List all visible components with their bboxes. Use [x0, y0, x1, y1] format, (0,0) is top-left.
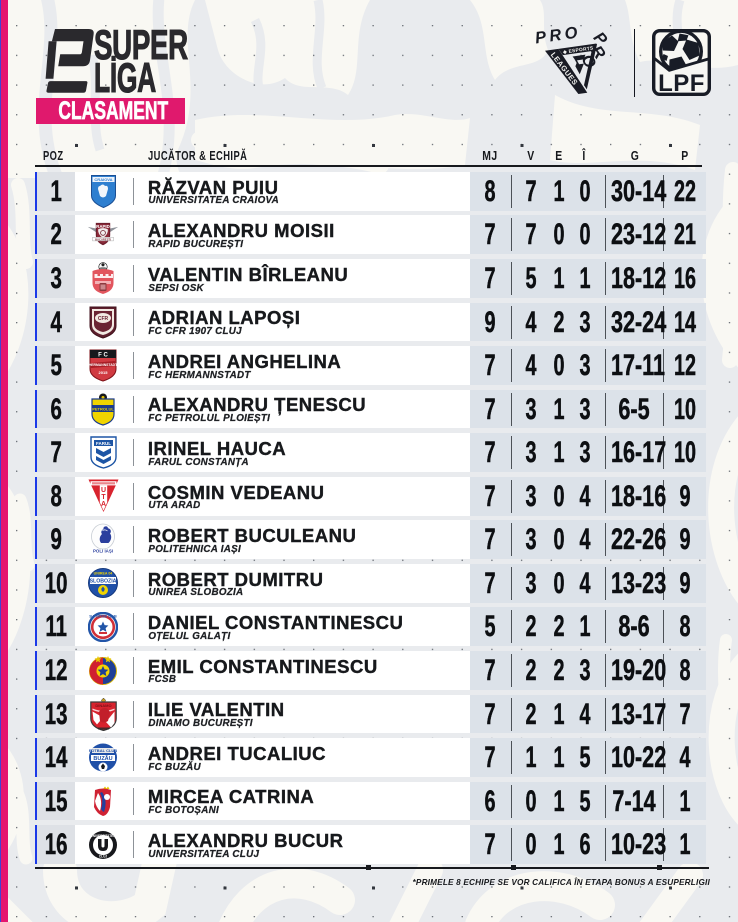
svg-text:2015: 2015 — [99, 370, 109, 375]
svg-text:PETROLUL: PETROLUL — [92, 406, 114, 411]
svg-text:DINAMO: DINAMO — [95, 703, 111, 708]
svg-text:LPF: LPF — [658, 70, 705, 96]
svg-text:F C: F C — [98, 353, 108, 359]
svg-text:CFR: CFR — [98, 316, 109, 322]
svg-text:U: U — [100, 487, 105, 494]
svg-text:UNIREA 04: UNIREA 04 — [94, 572, 113, 576]
svg-text:◆ ESPORTS: ◆ ESPORTS — [562, 45, 595, 55]
svg-text:HERMANNSTADT: HERMANNSTADT — [89, 363, 117, 367]
svg-text:T: T — [101, 494, 106, 501]
svg-text:FARUL: FARUL — [96, 441, 111, 446]
svg-text:BUCUREȘTI: BUCUREȘTI — [95, 238, 111, 242]
svg-text:A: A — [100, 501, 105, 508]
svg-text:CRAIOVA: CRAIOVA — [94, 177, 112, 182]
svg-text:CLUJ: CLUJ — [99, 854, 108, 858]
svg-text:RAPID: RAPID — [96, 224, 110, 229]
svg-text:BUZĂU: BUZĂU — [93, 755, 112, 762]
svg-text:LEAGUES: LEAGUES — [549, 50, 580, 87]
svg-text:SUPORTER CLUB: SUPORTER CLUB — [89, 614, 117, 618]
svg-text:POLI IAȘI: POLI IAȘI — [93, 549, 113, 554]
svg-text:FOTBAL CLUB: FOTBAL CLUB — [89, 748, 117, 753]
svg-text:UNIVERSITATEA: UNIVERSITATEA — [90, 834, 116, 838]
svg-text:PRO: PRO — [534, 23, 582, 47]
svg-text:SLOBOZIA: SLOBOZIA — [90, 579, 117, 585]
